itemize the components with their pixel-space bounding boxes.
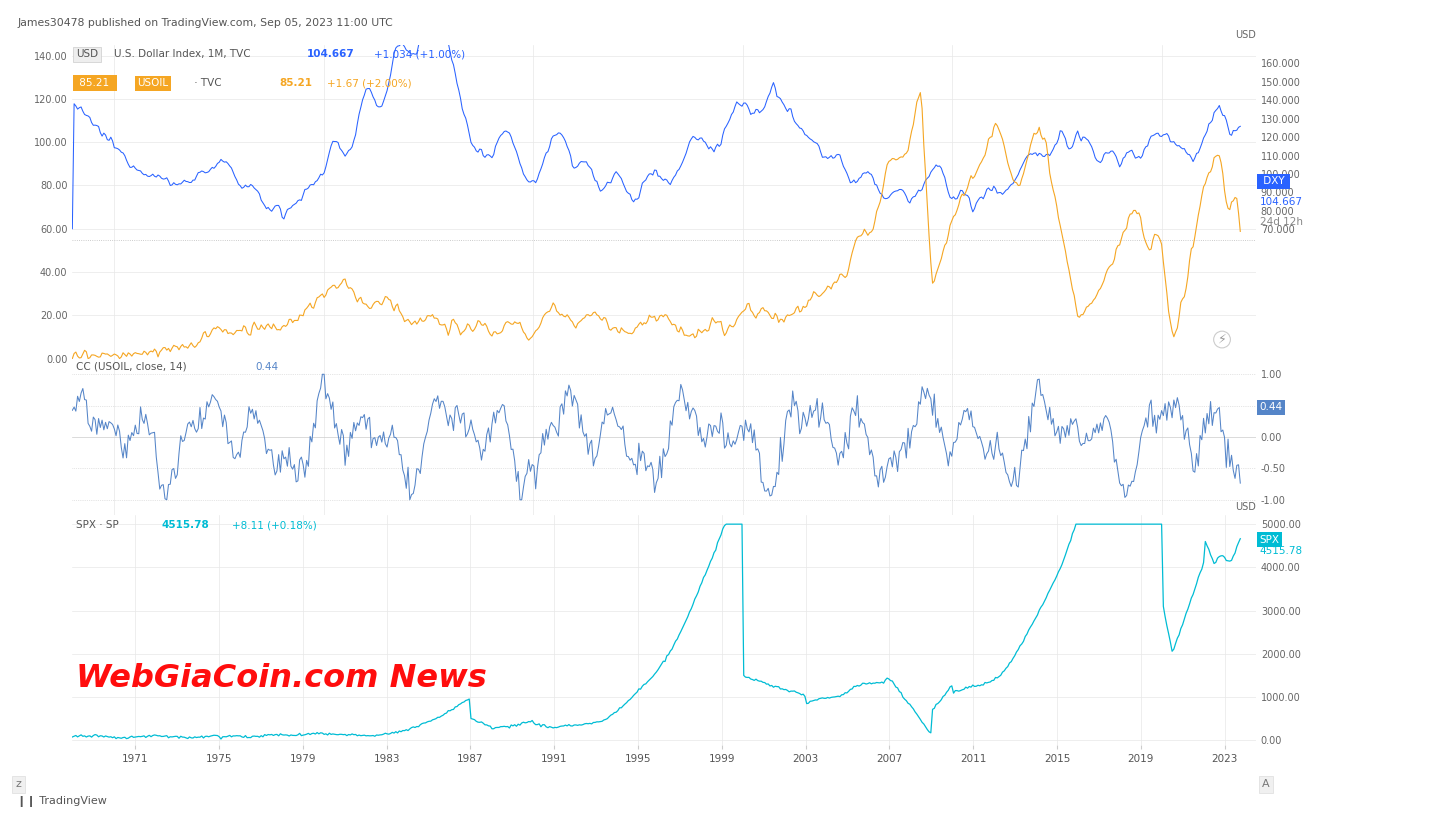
Text: +1.67 (+2.00%): +1.67 (+2.00%) [327, 78, 411, 89]
Text: · TVC: · TVC [191, 78, 221, 89]
Text: 104.667: 104.667 [1259, 197, 1302, 207]
Text: DXY: DXY [1259, 177, 1288, 186]
Text: USD: USD [1236, 502, 1256, 512]
Text: 85.21: 85.21 [75, 77, 106, 88]
Text: A: A [1262, 779, 1269, 790]
Text: SPX · SP: SPX · SP [75, 520, 119, 530]
Text: USD: USD [75, 50, 98, 59]
Text: 0.44: 0.44 [1259, 402, 1282, 412]
Text: James30478 published on TradingView.com, Sep 05, 2023 11:00 UTC: James30478 published on TradingView.com,… [17, 18, 394, 28]
Text: 85.21: 85.21 [75, 78, 113, 89]
Text: z: z [16, 779, 22, 790]
Text: +8.11 (+0.18%): +8.11 (+0.18%) [232, 520, 317, 530]
Text: 0.44: 0.44 [256, 361, 279, 372]
Text: SPX: SPX [1259, 535, 1279, 545]
Text: CC (USOIL, close, 14): CC (USOIL, close, 14) [75, 361, 187, 372]
Text: USD: USD [1236, 30, 1256, 40]
Text: WebGiaCoin.com News: WebGiaCoin.com News [75, 663, 486, 694]
Text: U.S. Dollar Index, 1M, TVC: U.S. Dollar Index, 1M, TVC [114, 50, 250, 59]
Text: ❙❙ TradingView: ❙❙ TradingView [17, 796, 107, 807]
Text: 4515.78: 4515.78 [1259, 546, 1302, 556]
Text: 85.21: 85.21 [279, 78, 313, 89]
Text: +1.034 (+1.00%): +1.034 (+1.00%) [375, 50, 466, 59]
Text: 24d 12h: 24d 12h [1259, 217, 1302, 227]
Text: ⚡: ⚡ [1218, 333, 1227, 346]
Text: 4515.78: 4515.78 [161, 520, 208, 530]
Text: 104.667: 104.667 [307, 50, 355, 59]
Text: USOIL: USOIL [75, 77, 113, 88]
Text: USOIL: USOIL [137, 78, 169, 89]
